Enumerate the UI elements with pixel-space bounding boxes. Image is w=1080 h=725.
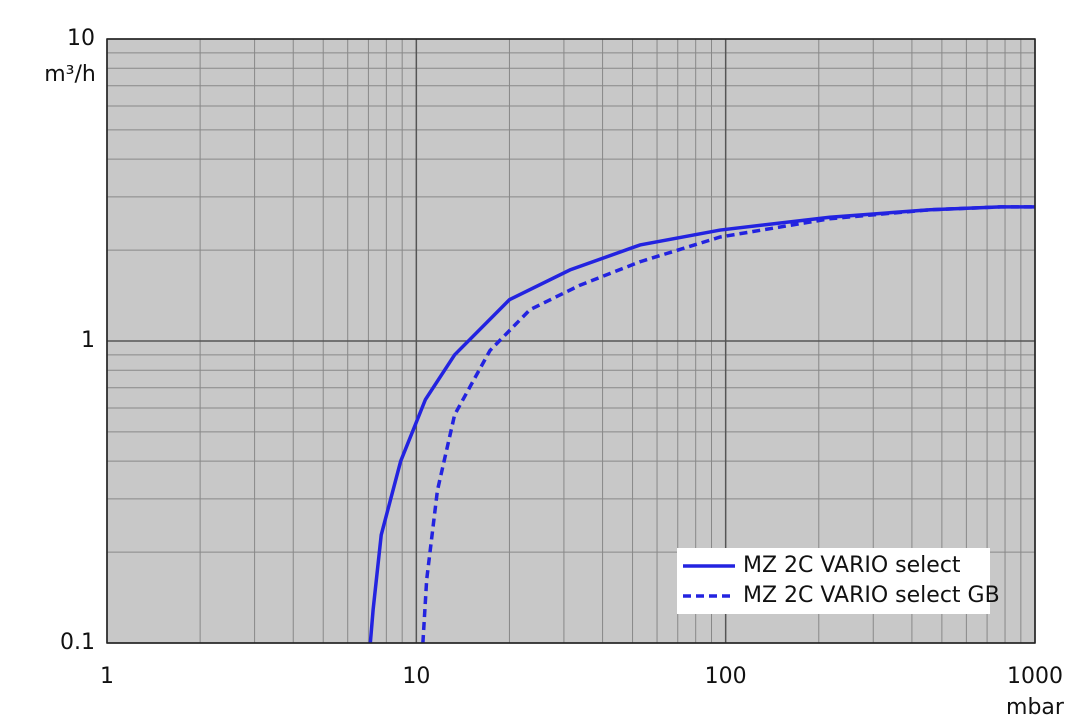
y-tick-label: 0.1	[60, 630, 95, 655]
x-tick-label: 1000	[1007, 664, 1063, 689]
x-tick-label: 10	[402, 664, 430, 689]
legend-label: MZ 2C VARIO select	[743, 553, 961, 578]
legend: MZ 2C VARIO select MZ 2C VARIO select GB	[677, 548, 1000, 614]
legend-label: MZ 2C VARIO select GB	[743, 583, 1000, 608]
x-tick-label: 100	[705, 664, 747, 689]
y-tick-label: 10	[67, 26, 95, 51]
y-tick-label: 1	[81, 328, 95, 353]
plot-frame	[106, 38, 1036, 644]
y-axis-label: m³/h	[44, 62, 96, 87]
data-line	[421, 205, 1035, 644]
x-axis-label: mbar	[1006, 695, 1065, 720]
x-tick-label: 1	[100, 664, 114, 689]
legend-box	[677, 548, 990, 614]
